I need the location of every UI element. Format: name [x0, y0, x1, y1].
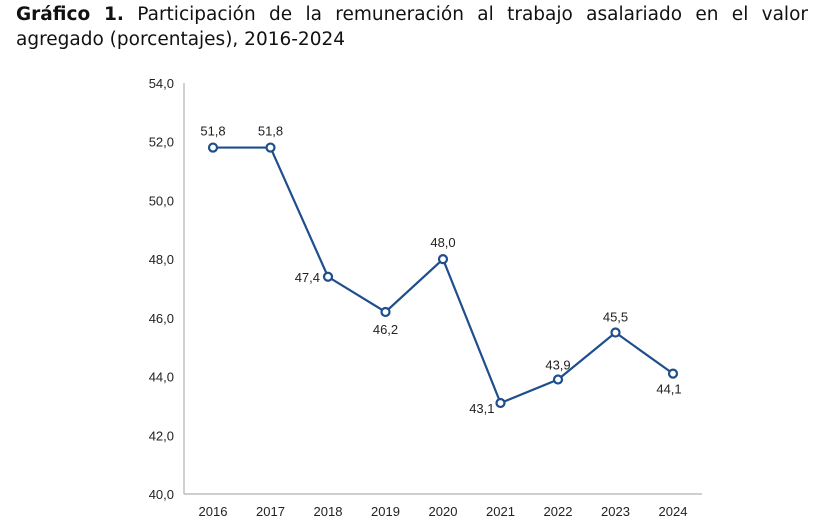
data-point [552, 374, 564, 385]
data-point [437, 254, 449, 265]
data-point [207, 142, 219, 153]
series-line [213, 146, 674, 405]
y-tick-label: 48,0 [149, 252, 174, 267]
x-tick-label: 2022 [544, 504, 573, 519]
data-label: 45,5 [603, 310, 628, 325]
y-tick-label: 52,0 [149, 135, 174, 150]
x-tick-label: 2016 [199, 504, 228, 519]
x-tick-label: 2023 [601, 504, 630, 519]
data-label: 44,1 [656, 382, 681, 397]
data-label: 51,8 [200, 124, 225, 139]
x-tick-label: 2024 [659, 504, 688, 519]
data-point [322, 271, 334, 282]
data-point [610, 327, 621, 338]
x-tick-label: 2019 [371, 504, 400, 519]
data-label: 46,2 [373, 322, 398, 337]
x-tick-label: 2018 [314, 504, 343, 519]
y-tick-label: 54,0 [149, 76, 174, 91]
data-label: 51,8 [258, 124, 283, 139]
data-label: 43,1 [469, 401, 494, 416]
data-label: 43,9 [545, 358, 570, 373]
figure-caption: Participación de la remuneración al trab… [16, 4, 808, 50]
y-tick-label: 50,0 [149, 193, 174, 208]
chart-title: Gráfico 1. Participación de la remunerac… [16, 2, 808, 52]
data-label: 47,4 [295, 270, 320, 285]
x-tick-label: 2021 [486, 504, 515, 519]
data-point [495, 397, 506, 409]
data-point [667, 368, 679, 379]
x-tick-label: 2017 [256, 504, 285, 519]
y-tick-label: 42,0 [149, 428, 174, 443]
data-label: 48,0 [430, 235, 455, 250]
y-tick-label: 40,0 [149, 487, 174, 502]
y-tick-label: 46,0 [149, 311, 174, 326]
x-tick-label: 2020 [429, 504, 458, 519]
data-point [265, 142, 276, 153]
y-tick-label: 44,0 [149, 370, 174, 385]
figure-label: Gráfico 1. [16, 4, 124, 25]
data-point [380, 306, 391, 318]
